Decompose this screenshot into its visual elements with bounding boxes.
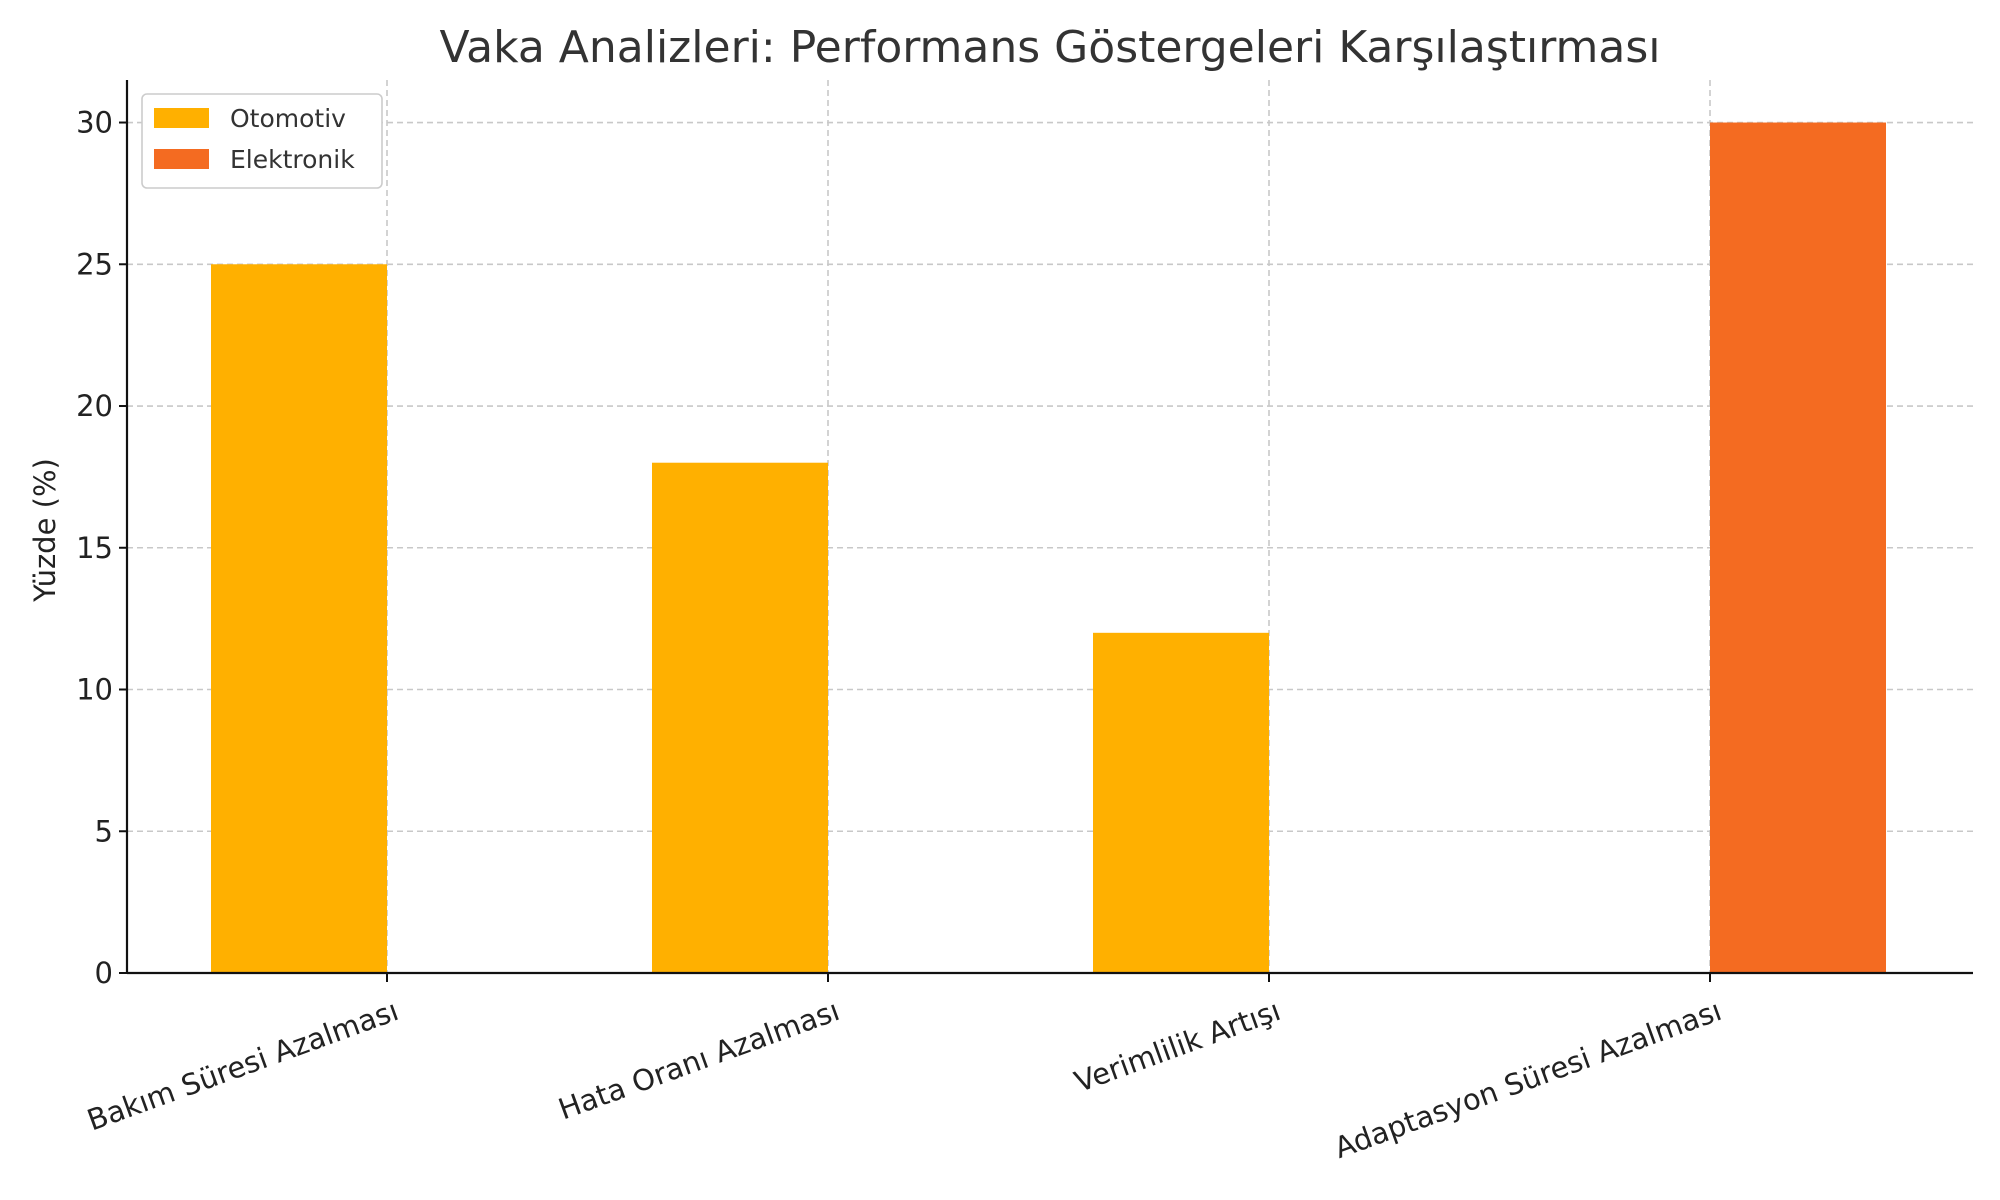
bar-otomotiv — [211, 264, 387, 973]
x-tick-label: Adaptasyon Süresi Azalması — [1330, 993, 1726, 1165]
legend-swatch — [154, 149, 209, 169]
y-tick-label: 10 — [76, 673, 113, 707]
legend-label: Elektronik — [230, 145, 355, 174]
chart-title: Vaka Analizleri: Performans Göstergeleri… — [439, 22, 1660, 73]
grid — [127, 80, 1973, 973]
bars — [211, 122, 1886, 974]
y-tick-label: 30 — [76, 106, 113, 140]
bar-elektronik — [1710, 122, 1886, 974]
bar-otomotiv — [1093, 632, 1269, 973]
legend-swatch — [154, 108, 209, 128]
y-tick-label: 15 — [76, 531, 113, 565]
bar-otomotiv — [652, 462, 828, 973]
y-axis-label: Yüzde (%) — [28, 458, 62, 603]
y-tick-label: 25 — [76, 247, 113, 281]
y-tick-label: 5 — [95, 814, 113, 848]
y-tick-label: 0 — [95, 956, 113, 990]
legend-label: Otomotiv — [230, 104, 346, 133]
axes — [125, 80, 1973, 975]
y-tick-label: 20 — [76, 389, 113, 423]
x-tick-label: Hata Oranı Azalması — [554, 993, 844, 1126]
x-tick-label: Bakım Süresi Azalması — [83, 993, 403, 1137]
x-tick-label: Verimlilik Artışı — [1070, 993, 1285, 1099]
legend: Otomotiv Elektronik — [141, 93, 383, 189]
